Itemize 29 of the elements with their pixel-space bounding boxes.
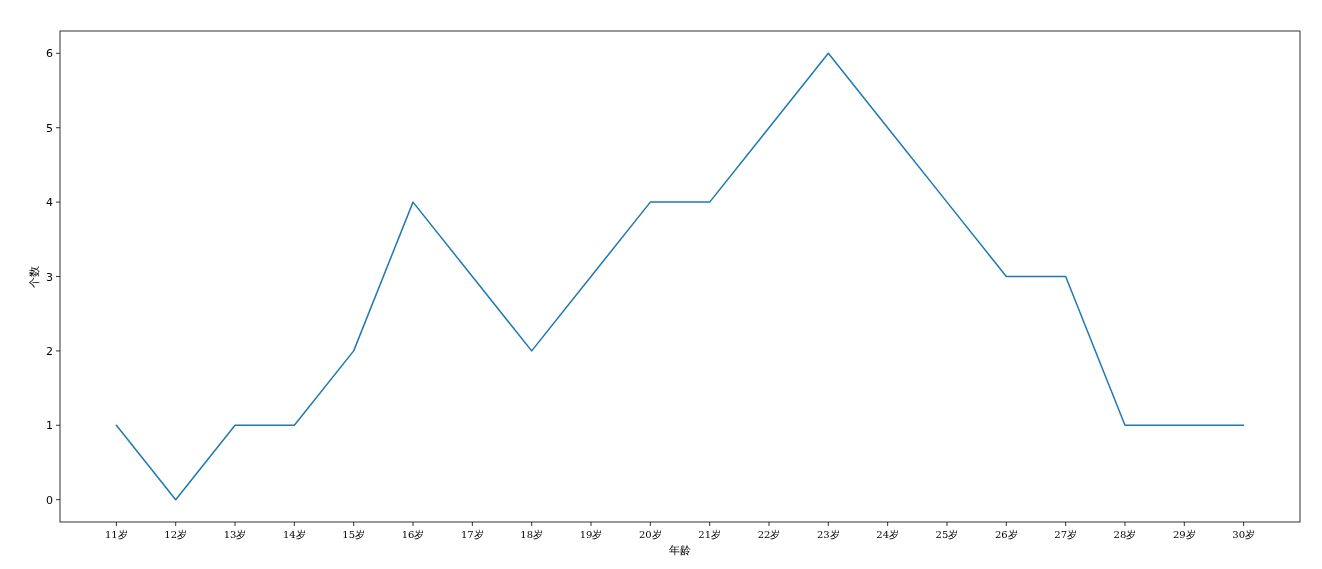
x-tick-label: 19岁 bbox=[579, 529, 603, 540]
x-tick-label: 23岁 bbox=[816, 529, 840, 540]
y-tick-label: 1 bbox=[46, 419, 53, 433]
x-tick-label: 26岁 bbox=[994, 529, 1018, 540]
x-tick-label: 12岁 bbox=[164, 529, 188, 540]
y-tick-label: 4 bbox=[46, 196, 53, 210]
x-tick-label: 20岁 bbox=[638, 529, 662, 540]
x-tick-label: 15岁 bbox=[342, 529, 366, 540]
y-tick-label: 6 bbox=[46, 47, 53, 61]
x-tick-label: 22岁 bbox=[757, 529, 781, 540]
x-axis-title: 年龄 bbox=[669, 544, 691, 557]
y-tick-label: 2 bbox=[46, 344, 53, 358]
y-tick-label: 5 bbox=[46, 121, 53, 135]
x-tick-label: 27岁 bbox=[1054, 529, 1078, 540]
x-tick-label: 25岁 bbox=[935, 529, 959, 540]
x-tick-label: 29岁 bbox=[1172, 529, 1196, 540]
x-tick-label: 17岁 bbox=[460, 529, 484, 540]
x-tick-label: 24岁 bbox=[876, 529, 900, 540]
x-tick-label: 18岁 bbox=[520, 529, 544, 540]
y-tick-label: 3 bbox=[46, 270, 53, 284]
x-tick-label: 21岁 bbox=[698, 529, 722, 540]
y-tick-label: 0 bbox=[46, 493, 53, 507]
x-tick-label: 30岁 bbox=[1232, 529, 1255, 540]
x-tick-label: 16岁 bbox=[401, 529, 425, 540]
x-tick-label: 14岁 bbox=[282, 529, 306, 540]
x-tick-label: 28岁 bbox=[1113, 529, 1137, 540]
x-tick-label: 13岁 bbox=[223, 529, 247, 540]
y-axis-title: 个数 bbox=[28, 265, 41, 288]
x-tick-label: 11岁 bbox=[105, 529, 128, 540]
